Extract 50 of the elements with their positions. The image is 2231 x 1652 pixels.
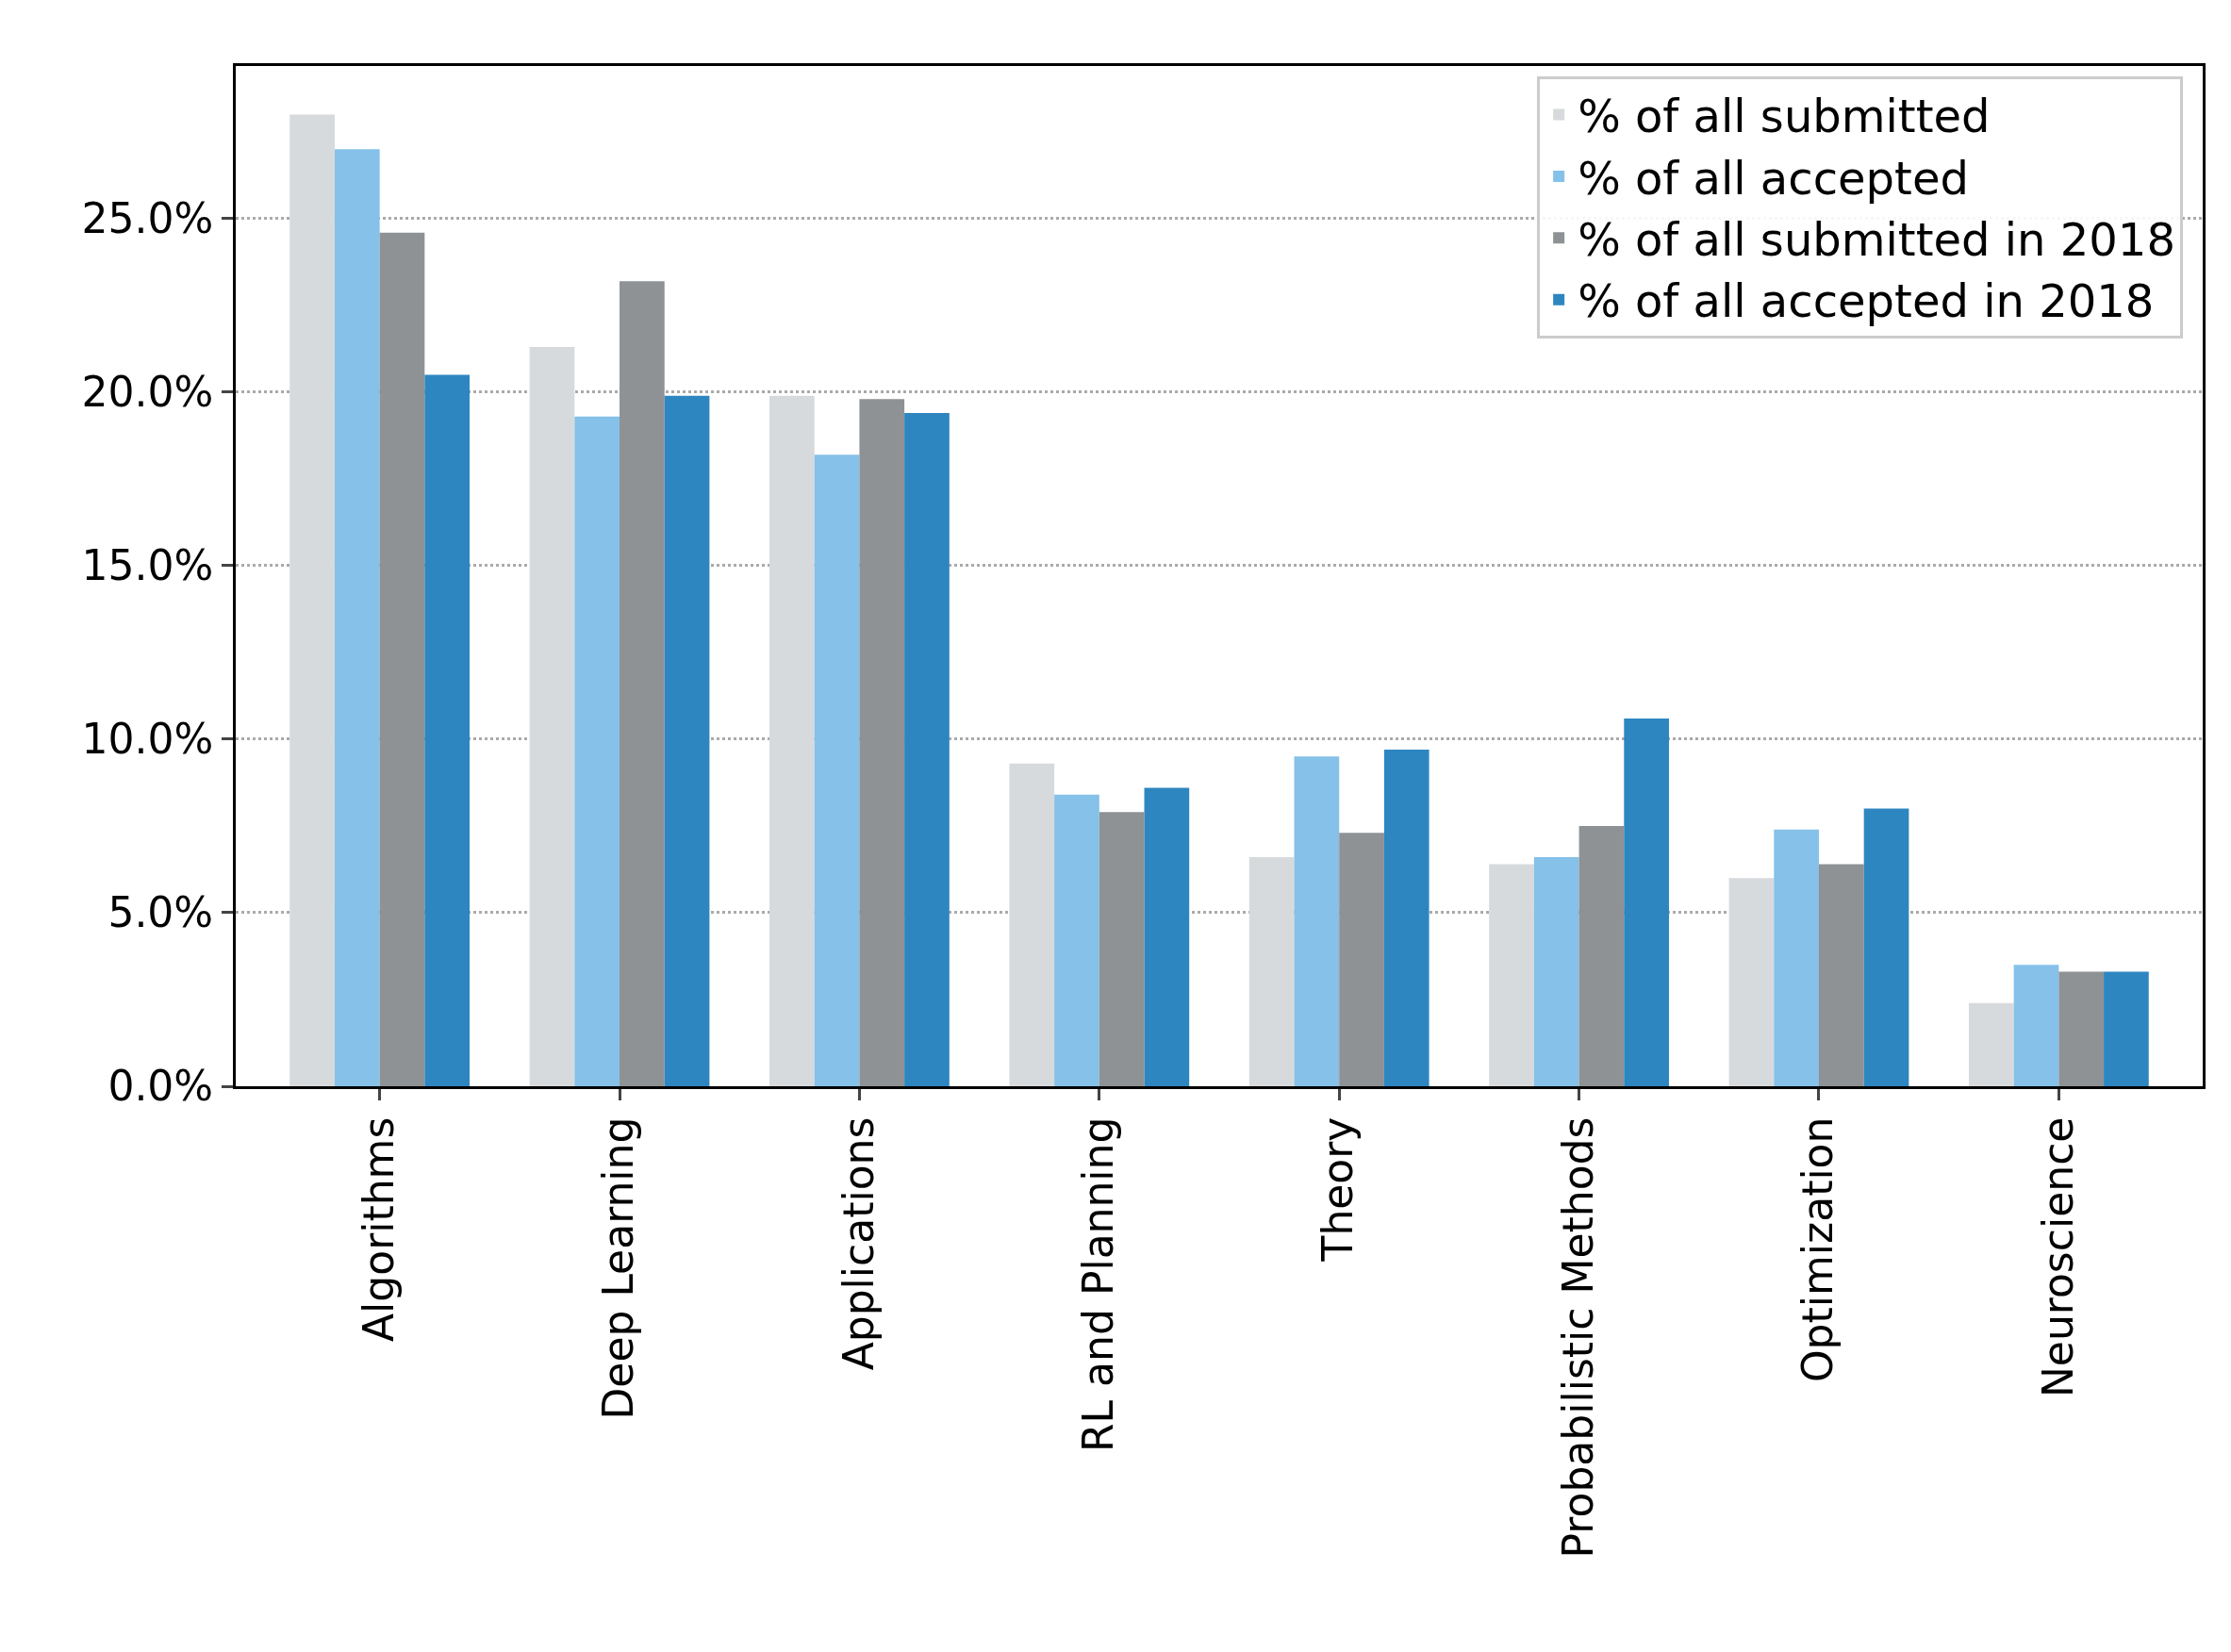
- bar: [859, 399, 905, 1086]
- bar: [1248, 857, 1295, 1086]
- y-tick-label: 5.0%: [107, 888, 214, 937]
- bar: [1294, 756, 1340, 1086]
- bar: [1383, 750, 1429, 1086]
- x-tick-label: Theory: [1314, 1116, 1363, 1263]
- bar: [620, 281, 665, 1086]
- bar: [1728, 878, 1775, 1086]
- bar: [1533, 857, 1579, 1086]
- bar: [1144, 787, 1190, 1086]
- bar: [1774, 829, 1819, 1086]
- bar: [1578, 825, 1625, 1086]
- bar: [1863, 808, 1909, 1086]
- legend-label: % of all accepted in 2018: [1578, 274, 2155, 328]
- bar: [2058, 971, 2105, 1086]
- bar: [1099, 812, 1145, 1086]
- legend-label: % of all submitted in 2018: [1578, 213, 2175, 267]
- bar: [1339, 833, 1384, 1086]
- x-tick-label: Applications: [834, 1116, 883, 1371]
- x-tick-label: Probabilistic Methods: [1553, 1116, 1602, 1559]
- legend-label: % of all accepted: [1578, 151, 1969, 205]
- bar: [1624, 718, 1669, 1086]
- bar: [379, 232, 425, 1086]
- bar: [2013, 965, 2059, 1086]
- x-tick-label: Deep Learning: [594, 1116, 643, 1420]
- bar: [1489, 864, 1534, 1086]
- x-tick-label: Algorithms: [354, 1116, 403, 1343]
- y-tick-label: 20.0%: [81, 368, 214, 417]
- bar: [529, 347, 575, 1086]
- bar: [769, 395, 815, 1086]
- x-tick-label: RL and Planning: [1074, 1116, 1123, 1452]
- bar: [2104, 971, 2149, 1086]
- bar: [424, 374, 471, 1086]
- x-tick-label: Neuroscience: [2033, 1116, 2082, 1398]
- bar: [904, 413, 950, 1086]
- y-tick-label: 15.0%: [81, 541, 214, 590]
- bar: [664, 395, 710, 1086]
- bar: [334, 149, 380, 1086]
- legend-label: % of all submitted: [1578, 90, 1991, 143]
- bar: [1009, 763, 1055, 1086]
- bar: [289, 114, 335, 1086]
- y-tick-label: 10.0%: [81, 715, 214, 764]
- y-tick-label: 0.0%: [107, 1062, 214, 1111]
- bar: [574, 416, 620, 1086]
- bar: [1968, 1002, 2014, 1086]
- bar: [1054, 794, 1099, 1086]
- bar: [814, 454, 860, 1086]
- y-tick-label: 25.0%: [81, 194, 214, 243]
- bar: [1818, 864, 1864, 1086]
- x-tick-label: Optimization: [1793, 1116, 1843, 1383]
